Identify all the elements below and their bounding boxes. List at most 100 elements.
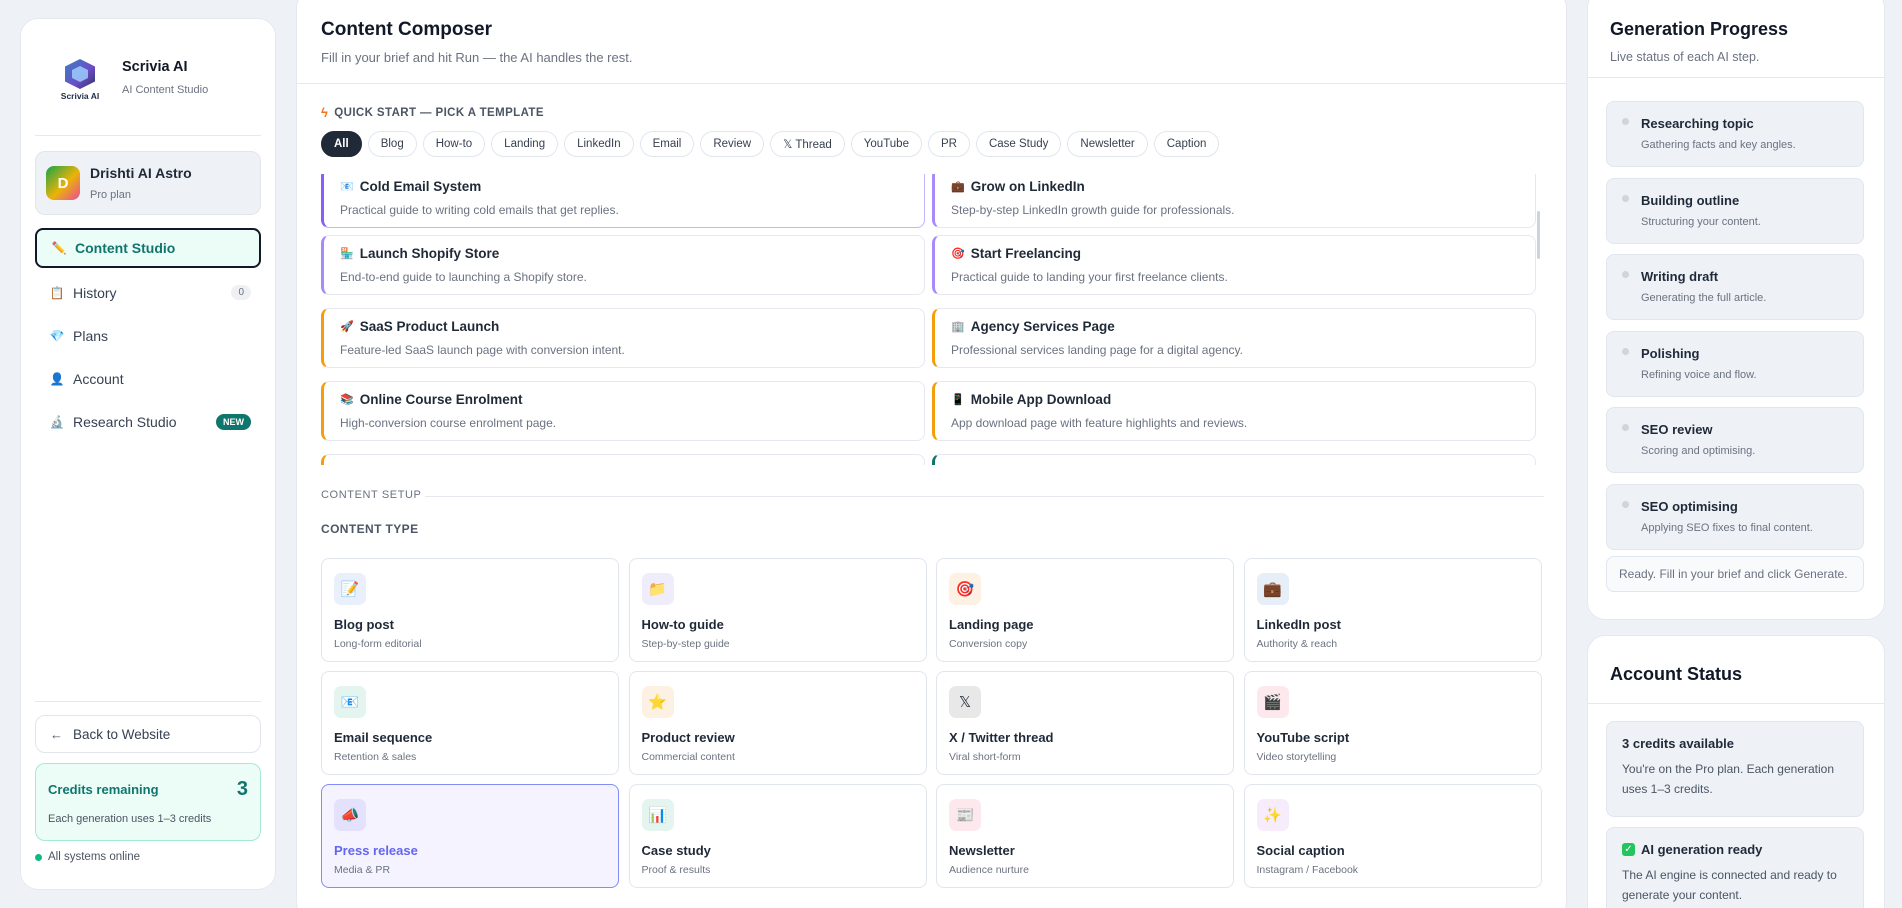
chip-caption[interactable]: Caption bbox=[1153, 131, 1220, 157]
nav-content-studio[interactable]: ✏️ Content Studio bbox=[35, 228, 261, 268]
content-type-option[interactable]: 📧 Email sequence Retention & sales bbox=[321, 671, 619, 775]
new-badge: NEW bbox=[216, 414, 251, 430]
content-type-sub: Conversion copy bbox=[949, 638, 1028, 650]
user-name: Drishti AI Astro bbox=[90, 165, 192, 181]
chip-blog[interactable]: Blog bbox=[367, 131, 417, 157]
template-filter-chips: All Blog How-to Landing LinkedIn Email R… bbox=[321, 131, 1225, 157]
check-icon: ✓ bbox=[1622, 843, 1635, 856]
step-sub: Gathering facts and key angles. bbox=[1641, 139, 1796, 151]
template-title: Online Course Enrolment bbox=[359, 392, 523, 407]
progress-step: Writing draft Generating the full article… bbox=[1606, 254, 1864, 320]
credits-note: Each generation uses 1–3 credits bbox=[48, 813, 212, 825]
history-icon: 📋 bbox=[49, 286, 65, 300]
template-card[interactable]: 🏢 Agency Services Page Professional servi… bbox=[932, 308, 1536, 368]
nav-plans[interactable]: 💎 Plans bbox=[35, 316, 261, 356]
content-type-option[interactable]: 📣 Press release Media & PR bbox=[321, 784, 619, 888]
page-subtitle: Fill in your brief and hit Run — the AI … bbox=[321, 50, 633, 65]
content-type-option[interactable]: 📊 Case study Proof & results bbox=[628, 784, 927, 888]
rocket-icon: 🚀 bbox=[340, 321, 354, 333]
template-card-partial[interactable] bbox=[321, 454, 925, 465]
content-type-sub: Retention & sales bbox=[334, 751, 417, 763]
content-type-sub: Long-form editorial bbox=[334, 638, 422, 650]
content-type-option[interactable]: ✨ Social caption Instagram / Facebook bbox=[1243, 784, 1542, 888]
content-type-title: Email sequence bbox=[334, 730, 433, 745]
progress-step: SEO review Scoring and optimising. bbox=[1606, 407, 1864, 473]
nav-label: Plans bbox=[73, 328, 109, 344]
credits-title: Credits remaining bbox=[48, 782, 159, 797]
chip-landing[interactable]: Landing bbox=[491, 131, 559, 157]
template-title: Mobile App Download bbox=[970, 392, 1112, 407]
content-type-option[interactable]: 🎯 Landing page Conversion copy bbox=[936, 558, 1234, 662]
content-type-title: X / Twitter thread bbox=[949, 730, 1054, 745]
template-card[interactable]: 🏪 Launch Shopify Store End-to-end guide t… bbox=[321, 235, 925, 295]
template-card[interactable]: 📚 Online Course Enrolment High-conversion… bbox=[321, 381, 925, 441]
content-type-title: How-to guide bbox=[641, 617, 724, 632]
chip-review[interactable]: Review bbox=[700, 131, 765, 157]
divider bbox=[425, 496, 1544, 497]
chip-thread[interactable]: 𝕏 Thread bbox=[770, 131, 845, 157]
chip-linkedin[interactable]: LinkedIn bbox=[564, 131, 634, 157]
status-dot-icon bbox=[35, 853, 42, 861]
user-icon: 👤 bbox=[49, 372, 65, 386]
template-desc: Step-by-step LinkedIn growth guide for p… bbox=[951, 203, 1235, 217]
nav-account[interactable]: 👤 Account bbox=[35, 359, 261, 399]
chip-how-to[interactable]: How-to bbox=[422, 131, 486, 157]
brand: Scrivia AI Scrivia AI AI Content Studio bbox=[56, 57, 208, 105]
content-type-option[interactable]: 💼 LinkedIn post Authority & reach bbox=[1243, 558, 1542, 662]
content-setup-label: CONTENT SETUP bbox=[321, 489, 422, 501]
chip-case-study[interactable]: Case Study bbox=[975, 131, 1062, 157]
chip-email[interactable]: Email bbox=[639, 131, 695, 157]
user-card[interactable]: D Drishti AI Astro Pro plan bbox=[35, 151, 261, 215]
chip-youtube[interactable]: YouTube bbox=[850, 131, 922, 157]
content-type-option[interactable]: 📁 How-to guide Step-by-step guide bbox=[628, 558, 927, 662]
history-count-badge: 0 bbox=[231, 285, 251, 300]
newspaper-icon: 📰 bbox=[949, 799, 981, 831]
youtube-icon: 🎬 bbox=[1256, 686, 1289, 718]
panel-title: Account Status bbox=[1610, 664, 1743, 684]
bolt-icon: ϟ bbox=[321, 105, 329, 120]
content-type-option[interactable]: 📰 Newsletter Audience nurture bbox=[936, 784, 1234, 888]
template-card[interactable]: 📧 Cold Email System Practical guide to wr… bbox=[321, 174, 925, 228]
nav-label: Account bbox=[73, 371, 124, 387]
nav-history[interactable]: 📋 History 0 bbox=[35, 273, 261, 313]
template-desc: High-conversion course enrolment page. bbox=[340, 416, 557, 430]
template-card[interactable]: 💼 Grow on LinkedIn Step-by-step LinkedIn … bbox=[932, 174, 1536, 228]
chip-all[interactable]: All bbox=[321, 131, 362, 157]
panel-subtitle: Live status of each AI step. bbox=[1610, 50, 1760, 64]
chip-newsletter[interactable]: Newsletter bbox=[1067, 131, 1148, 157]
nav-research-studio[interactable]: 🔬 Research Studio NEW bbox=[35, 402, 261, 442]
content-type-title: Landing page bbox=[949, 617, 1034, 632]
template-scrollbar[interactable] bbox=[1537, 211, 1540, 259]
panel-title: Generation Progress bbox=[1610, 19, 1789, 39]
content-type-option[interactable]: 🎬 YouTube script Video storytelling bbox=[1243, 671, 1542, 775]
pencil-icon: ✏️ bbox=[51, 241, 67, 255]
chip-pr[interactable]: PR bbox=[927, 131, 970, 157]
logo-text: Scrivia AI bbox=[60, 91, 100, 101]
template-card[interactable]: 🎯 Start Freelancing Practical guide to la… bbox=[932, 235, 1536, 295]
template-title: Grow on LinkedIn bbox=[970, 179, 1085, 194]
back-to-website-button[interactable]: ← Back to Website bbox=[35, 715, 261, 753]
quick-start-label: ϟ QUICK START — PICK A TEMPLATE bbox=[321, 105, 544, 120]
template-card[interactable]: 📱 Mobile App Download App download page w… bbox=[932, 381, 1536, 441]
credits-card: Credits remaining 3 Each generation uses… bbox=[35, 763, 261, 841]
microscope-icon: 🔬 bbox=[49, 415, 65, 429]
composer-header: Content Composer Fill in your brief and … bbox=[297, 0, 1566, 84]
step-sub: Refining voice and flow. bbox=[1641, 368, 1757, 381]
content-type-option[interactable]: 📝 Blog post Long-form editorial bbox=[321, 558, 619, 662]
building-icon: 🏢 bbox=[951, 321, 965, 333]
arrow-left-icon: ← bbox=[50, 726, 63, 742]
content-type-sub: Authority & reach bbox=[1256, 638, 1338, 650]
template-card-partial[interactable] bbox=[932, 454, 1536, 465]
nav-label: History bbox=[73, 285, 117, 301]
step-status-dot-icon bbox=[1622, 118, 1629, 125]
megaphone-icon: 📣 bbox=[334, 799, 366, 831]
divider bbox=[1588, 77, 1884, 78]
step-title: Researching topic bbox=[1641, 116, 1754, 131]
template-list: 📧 Cold Email System Practical guide to wr… bbox=[321, 174, 1544, 465]
template-card[interactable]: 🚀 SaaS Product Launch Feature-led SaaS la… bbox=[321, 308, 925, 368]
step-title: SEO optimising bbox=[1641, 498, 1738, 514]
page-title: Content Composer bbox=[321, 19, 492, 40]
content-type-option[interactable]: 𝕏 X / Twitter thread Viral short-form bbox=[936, 671, 1234, 775]
content-type-option[interactable]: ⭐ Product review Commercial content bbox=[628, 671, 927, 775]
review-star-icon: ⭐ bbox=[641, 686, 674, 718]
